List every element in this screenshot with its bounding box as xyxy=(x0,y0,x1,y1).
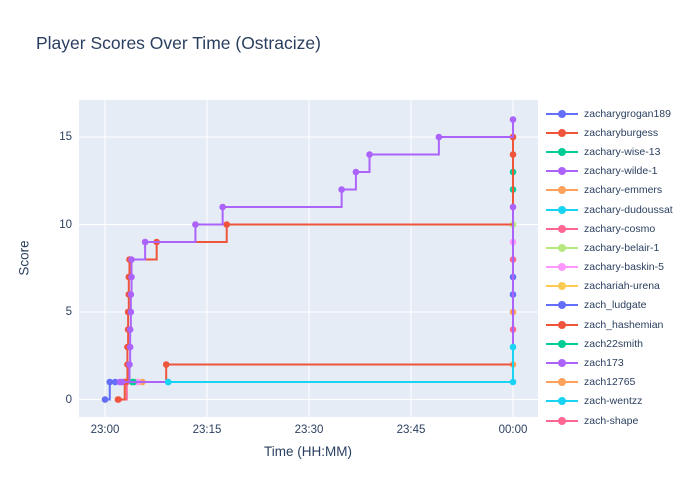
series-marker-zacharyburgess xyxy=(223,221,231,228)
legend-item-zach12765[interactable]: zach12765 xyxy=(546,373,698,392)
legend-item-zach_ludgate[interactable]: zach_ludgate xyxy=(546,296,698,315)
legend-line-marker-icon xyxy=(546,415,578,426)
legend-item-label: zach22smith xyxy=(584,337,643,350)
series-marker-zach173 xyxy=(128,256,135,263)
series-marker-zach173 xyxy=(141,238,149,246)
series-marker-zach173 xyxy=(127,308,135,316)
legend-item-zach_hashemian[interactable]: zach_hashemian xyxy=(546,315,698,334)
series-marker-zach173 xyxy=(338,186,345,193)
legend-item-zach-shape[interactable]: zach-shape xyxy=(546,411,698,426)
series-marker-zach173 xyxy=(219,203,226,211)
series-marker-zach-wentzz xyxy=(509,378,517,386)
series-marker-zach173 xyxy=(435,133,443,141)
legend-line-marker-icon xyxy=(546,261,578,273)
legend-line-marker-icon xyxy=(546,319,578,331)
y-tick-label: 0 xyxy=(65,393,72,406)
series-marker-zach173 xyxy=(192,221,199,228)
x-tick-label: 23:00 xyxy=(90,424,120,436)
legend: zacharygrogan189 zacharyburgess zachary-wi… xyxy=(546,104,698,426)
legend-item-zachary-belair-1[interactable]: zachary-belair-1 xyxy=(546,238,698,257)
legend-item-zachary-wilde-1[interactable]: zachary-wilde-1 xyxy=(546,162,698,181)
legend-item-zach-wentzz[interactable]: zach-wentzz xyxy=(546,392,698,411)
legend-item-zach22smith[interactable]: zach22smith xyxy=(546,334,698,353)
x-tick-label: 23:45 xyxy=(396,424,426,436)
legend-item-label: zach12765 xyxy=(584,376,636,389)
legend-item-label: zacharygrogan189 xyxy=(584,107,671,120)
legend-item-label: zachary-wise-13 xyxy=(584,145,661,158)
legend-item-zacharyburgess[interactable]: zacharyburgess xyxy=(546,123,698,142)
legend-line-marker-icon xyxy=(546,299,578,311)
series-marker-zacharygrogan189 xyxy=(101,396,109,403)
x-axis-label: Time (HH:MM) xyxy=(264,444,352,459)
series-marker-zachary-wilde-1 xyxy=(509,203,517,211)
legend-item-label: zach-wentzz xyxy=(584,395,643,408)
y-tick-label: 10 xyxy=(59,218,72,231)
series-zach-wentzz xyxy=(164,378,517,386)
legend-line-marker-icon xyxy=(546,242,578,254)
legend-item-label: zach173 xyxy=(584,357,624,370)
series-line-zach173 xyxy=(119,119,514,383)
legend-item-label: zachary-wilde-1 xyxy=(584,165,658,178)
series-marker-zach173 xyxy=(116,378,124,386)
x-tick-label: 23:15 xyxy=(192,424,222,436)
legend-item-label: zachary-baskin-5 xyxy=(584,261,664,274)
legend-item-zachary-baskin-5[interactable]: zachary-baskin-5 xyxy=(546,258,698,277)
legend-item-zachary-emmers[interactable]: zachary-emmers xyxy=(546,181,698,200)
x-tick-label: 23:30 xyxy=(294,424,324,436)
series-zach173 xyxy=(116,116,517,386)
chart-title: Player Scores Over Time (Ostracize) xyxy=(36,33,321,53)
series-marker-zach173 xyxy=(126,343,134,351)
legend-item-label: zachary-dudoussat xyxy=(584,203,673,216)
legend-line-marker-icon xyxy=(546,338,578,350)
series-marker-zacharyburgess xyxy=(114,396,122,403)
legend-item-label: zachary-emmers xyxy=(584,184,663,197)
y-tick-label: 5 xyxy=(65,306,72,318)
series-line-zacharyburgess xyxy=(117,137,514,401)
legend-line-marker-icon xyxy=(546,165,578,177)
legend-item-zachary-dudoussat[interactable]: zachary-dudoussat xyxy=(546,200,698,219)
legend-line-marker-icon xyxy=(546,108,578,120)
legend-item-zachariah-urena[interactable]: zachariah-urena xyxy=(546,277,698,296)
legend-line-marker-icon xyxy=(546,184,578,196)
legend-line-marker-icon xyxy=(546,146,578,158)
y-tick-label: 15 xyxy=(59,131,72,143)
series-marker-zach173 xyxy=(126,326,134,333)
legend-item-label: zach_hashemian xyxy=(584,318,664,331)
legend-item-zachary-cosmo[interactable]: zachary-cosmo xyxy=(546,219,698,238)
legend-item-label: zacharyburgess xyxy=(584,126,659,139)
series-marker-zach173 xyxy=(509,116,517,123)
series-marker-zach-wentzz xyxy=(164,378,172,386)
series-marker-zach173 xyxy=(128,273,135,281)
series-marker-zach173 xyxy=(352,168,360,176)
legend-item-zach173[interactable]: zach173 xyxy=(546,353,698,372)
series-marker-zach_hashemian xyxy=(162,361,170,368)
series-marker-zach173 xyxy=(126,361,133,368)
legend-item-label: zachary-cosmo xyxy=(584,222,656,235)
series-marker-zach173 xyxy=(366,151,373,158)
legend-line-marker-icon xyxy=(546,357,578,369)
legend-item-label: zach-shape xyxy=(584,414,639,426)
series-marker-zachary-dudoussat xyxy=(509,343,517,351)
legend-line-marker-icon xyxy=(546,223,578,235)
legend-item-label: zach_ludgate xyxy=(584,299,647,312)
y-axis-label: Score xyxy=(16,240,32,276)
legend-line-marker-icon xyxy=(546,127,578,139)
legend-line-marker-icon xyxy=(546,376,578,388)
legend-line-marker-icon xyxy=(546,395,578,407)
legend-item-label: zachariah-urena xyxy=(584,280,660,293)
series-marker-zach173 xyxy=(127,291,135,298)
legend-line-marker-icon xyxy=(546,204,578,216)
legend-item-zachary-wise-13[interactable]: zachary-wise-13 xyxy=(546,142,698,161)
legend-line-marker-icon xyxy=(546,280,578,292)
series-marker-zach_ludgate xyxy=(111,378,119,386)
legend-item-zacharygrogan189[interactable]: zacharygrogan189 xyxy=(546,104,698,123)
series-marker-zacharygrogan189 xyxy=(106,378,114,386)
legend-item-label: zachary-belair-1 xyxy=(584,241,660,254)
x-tick-label: 00:00 xyxy=(498,424,528,436)
